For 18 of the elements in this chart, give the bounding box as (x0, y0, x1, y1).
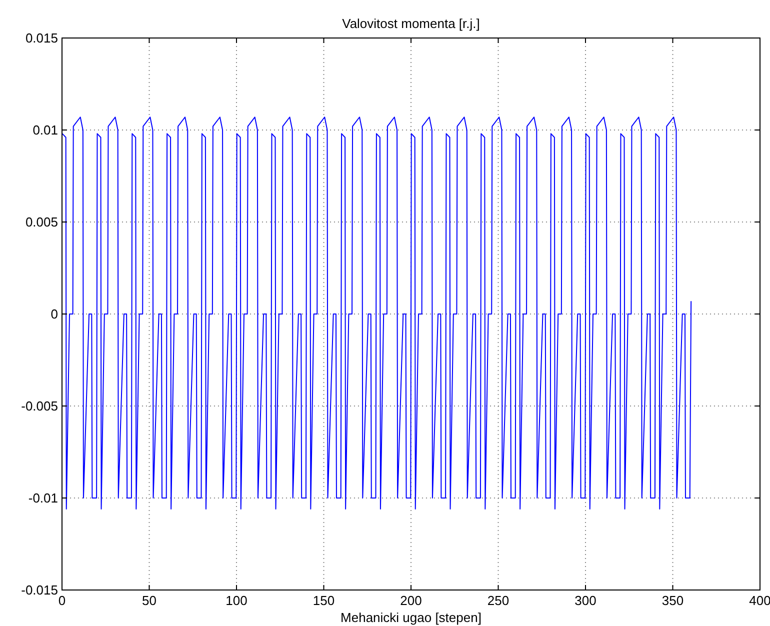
y-tick-label: -0.01 (28, 490, 58, 506)
y-tick-label: 0.005 (25, 214, 58, 230)
x-tick-label: 50 (142, 593, 156, 608)
line-series (62, 116, 692, 510)
x-tick-label: 250 (487, 593, 510, 608)
x-tick-label: 400 (749, 593, 770, 608)
y-tick-label: -0.015 (21, 582, 58, 598)
y-tick-label: 0 (50, 306, 58, 322)
y-tick-label: 0.01 (32, 122, 58, 138)
chart-title: Valovitost momenta [r.j.] (342, 16, 480, 31)
x-tick-label: 350 (662, 593, 684, 608)
y-tick-label: 0.015 (25, 30, 58, 46)
x-tick-label: 300 (574, 593, 596, 608)
x-axis-title: Mehanicki ugao [stepen] (340, 610, 482, 625)
y-tick-label: -0.005 (21, 398, 58, 414)
x-tick-label: 100 (226, 593, 248, 608)
x-tick-label: 200 (400, 593, 422, 608)
x-tick-label: 150 (312, 593, 335, 608)
